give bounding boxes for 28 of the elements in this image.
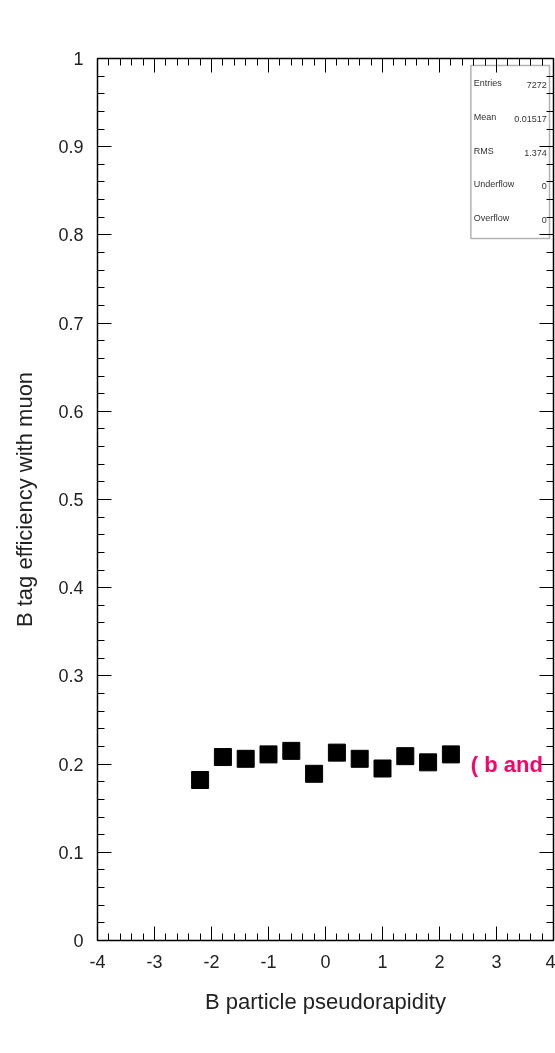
y-axis-title: B tag efficiency with muon xyxy=(12,371,38,628)
x-tick-label: 2 xyxy=(434,951,445,972)
y-tick-label: 0.7 xyxy=(58,313,84,334)
y-tick-label: 0.3 xyxy=(58,666,84,687)
y-tick-label: 0.1 xyxy=(58,842,84,863)
x-axis-title: B particle pseudorapidity xyxy=(205,988,446,1014)
x-tick-label: 0 xyxy=(320,951,331,972)
x-tick-label: 4 xyxy=(545,951,555,972)
text: Overflow 0 xyxy=(473,212,547,225)
text: Underflow 0 xyxy=(473,179,547,192)
y-tick-label: 0.8 xyxy=(58,225,84,246)
y-tick-label: 0.9 xyxy=(58,137,84,158)
annotation: ( b and xyxy=(470,751,543,777)
y-tick-label: 1 xyxy=(73,49,84,69)
text: RMS 1.374 xyxy=(473,145,547,158)
y-tick-label: 0.6 xyxy=(58,401,84,422)
x-tick-label: -4 xyxy=(89,951,106,972)
x-tick-label: 3 xyxy=(491,951,502,972)
text: Entries 7272 xyxy=(473,78,547,91)
x-tick-label: -2 xyxy=(203,951,220,972)
x-tick-label: 1 xyxy=(377,951,388,972)
y-tick-label: 0.5 xyxy=(58,490,84,510)
x-tick-label: -3 xyxy=(146,951,163,972)
y-tick-label: 0 xyxy=(73,931,84,951)
y-tick-label: 0.4 xyxy=(58,578,84,599)
x-tick-label: -1 xyxy=(260,951,277,972)
text: Mean 0.01517 xyxy=(473,112,547,124)
y-tick-label: 0.2 xyxy=(58,754,84,775)
